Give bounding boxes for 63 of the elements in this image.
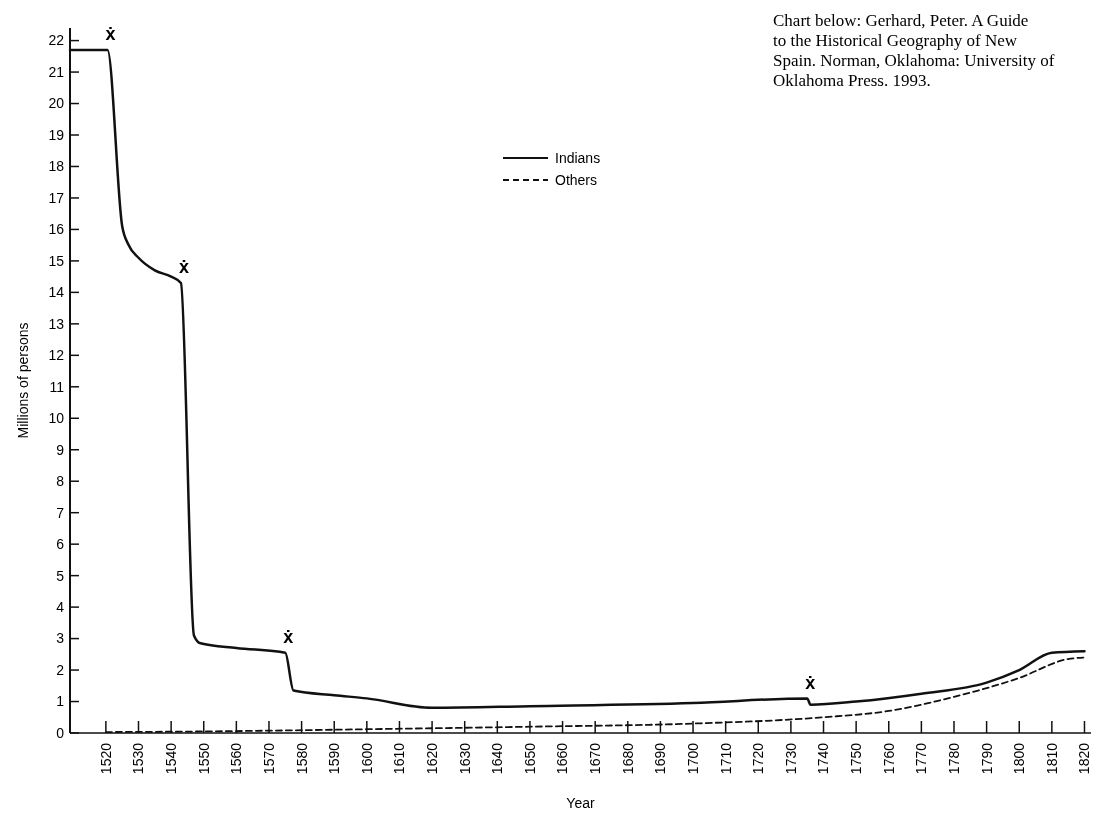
x-axis-title: Year bbox=[566, 795, 595, 811]
annotation: ẋ bbox=[805, 672, 816, 693]
x-tick-label: 1810 bbox=[1043, 742, 1060, 775]
y-tick-label: 17 bbox=[48, 189, 65, 206]
y-tick-label: 16 bbox=[48, 221, 65, 238]
y-tick-label: 4 bbox=[56, 599, 65, 616]
x-tick-label: 1700 bbox=[684, 742, 701, 775]
x-tick-label: 1590 bbox=[326, 742, 343, 775]
x-tick-label: 1530 bbox=[130, 742, 147, 775]
y-axis-title: Millions of persons bbox=[15, 322, 31, 439]
x-tick-label: 1710 bbox=[717, 742, 734, 775]
y-tick-label: 7 bbox=[56, 504, 65, 521]
x-tick-label: 1800 bbox=[1011, 742, 1028, 775]
x-tick-label: 1620 bbox=[423, 742, 440, 775]
x-tick-label: 1600 bbox=[358, 742, 375, 775]
y-tick-label: 9 bbox=[56, 441, 65, 458]
y-tick-label: 10 bbox=[48, 410, 65, 427]
x-tick-label: 1610 bbox=[391, 742, 408, 775]
x-tick-label: 1820 bbox=[1076, 742, 1093, 775]
annotation: ẋ bbox=[105, 24, 116, 45]
legend-label: Others bbox=[555, 171, 598, 188]
x-tick-label: 1670 bbox=[587, 742, 604, 775]
y-tick-label: 22 bbox=[48, 32, 65, 49]
y-tick-label: 21 bbox=[48, 63, 65, 80]
y-tick-label: 0 bbox=[56, 724, 65, 741]
x-tick-label: 1650 bbox=[521, 742, 538, 775]
x-tick-label: 1730 bbox=[782, 742, 799, 775]
x-tick-label: 1740 bbox=[815, 742, 832, 775]
x-tick-label: 1680 bbox=[619, 742, 636, 775]
x-tick-label: 1520 bbox=[97, 742, 114, 775]
x-tick-label: 1780 bbox=[945, 742, 962, 775]
x-tick-label: 1540 bbox=[163, 742, 180, 775]
y-tick-label: 5 bbox=[56, 567, 65, 584]
x-tick-label: 1660 bbox=[554, 742, 571, 775]
x-tick-label: 1690 bbox=[652, 742, 669, 775]
x-tick-label: 1560 bbox=[228, 742, 245, 775]
annotation: ẋ bbox=[178, 257, 189, 278]
y-tick-label: 12 bbox=[48, 347, 65, 364]
y-tick-label: 2 bbox=[56, 661, 65, 678]
annotation: ẋ bbox=[283, 627, 294, 648]
x-tick-label: 1630 bbox=[456, 742, 473, 775]
y-tick-label: 11 bbox=[49, 378, 65, 395]
y-tick-label: 8 bbox=[56, 473, 65, 490]
x-tick-label: 1550 bbox=[195, 742, 212, 775]
x-tick-label: 1640 bbox=[489, 742, 506, 775]
y-tick-label: 18 bbox=[48, 158, 65, 175]
y-tick-label: 20 bbox=[48, 95, 65, 112]
annotation: Chart below: Gerhard, Peter. A Guide to the Historical Geography of New Spain. Norman, Oklahoma: University of Oklahoma Press. 1993. bbox=[773, 11, 1055, 90]
x-tick-label: 1750 bbox=[848, 742, 865, 775]
y-tick-label: 15 bbox=[48, 252, 65, 269]
x-tick-label: 1580 bbox=[293, 742, 310, 775]
x-tick-label: 1720 bbox=[750, 742, 767, 775]
x-tick-label: 1570 bbox=[260, 742, 277, 775]
legend-label: Indians bbox=[555, 149, 601, 166]
y-tick-label: 19 bbox=[48, 126, 65, 143]
x-tick-label: 1790 bbox=[978, 742, 995, 775]
y-tick-label: 6 bbox=[56, 536, 65, 553]
y-tick-label: 13 bbox=[48, 315, 65, 332]
y-tick-label: 3 bbox=[56, 630, 65, 647]
y-tick-label: 14 bbox=[48, 284, 65, 301]
y-tick-label: 1 bbox=[56, 693, 65, 710]
x-tick-label: 1760 bbox=[880, 742, 897, 775]
x-tick-label: 1770 bbox=[913, 742, 930, 775]
